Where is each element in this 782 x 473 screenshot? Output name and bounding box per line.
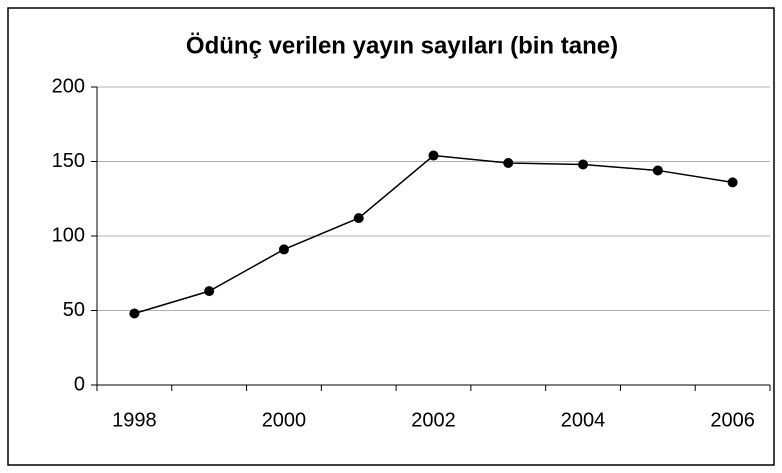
y-tick-label: 50 bbox=[63, 299, 85, 321]
marker bbox=[727, 177, 738, 188]
marker bbox=[428, 150, 439, 161]
y-tick-label: 0 bbox=[74, 373, 85, 395]
x-tick-label: 2004 bbox=[561, 409, 606, 431]
marker bbox=[503, 157, 514, 168]
marker bbox=[278, 244, 289, 255]
x-tick-label: 2006 bbox=[710, 409, 755, 431]
y-tick-label: 150 bbox=[52, 150, 85, 172]
marker bbox=[204, 286, 215, 297]
marker bbox=[652, 165, 663, 176]
marker bbox=[353, 213, 364, 224]
marker bbox=[578, 159, 589, 170]
marker bbox=[129, 308, 140, 319]
y-tick-label: 100 bbox=[52, 224, 85, 246]
y-tick-label: 200 bbox=[52, 75, 85, 97]
x-tick-label: 1998 bbox=[112, 409, 157, 431]
x-tick-label: 2002 bbox=[411, 409, 456, 431]
x-tick-label: 2000 bbox=[262, 409, 307, 431]
chart-title: Ödünç verilen yayın sayıları (bin tane) bbox=[186, 32, 618, 59]
